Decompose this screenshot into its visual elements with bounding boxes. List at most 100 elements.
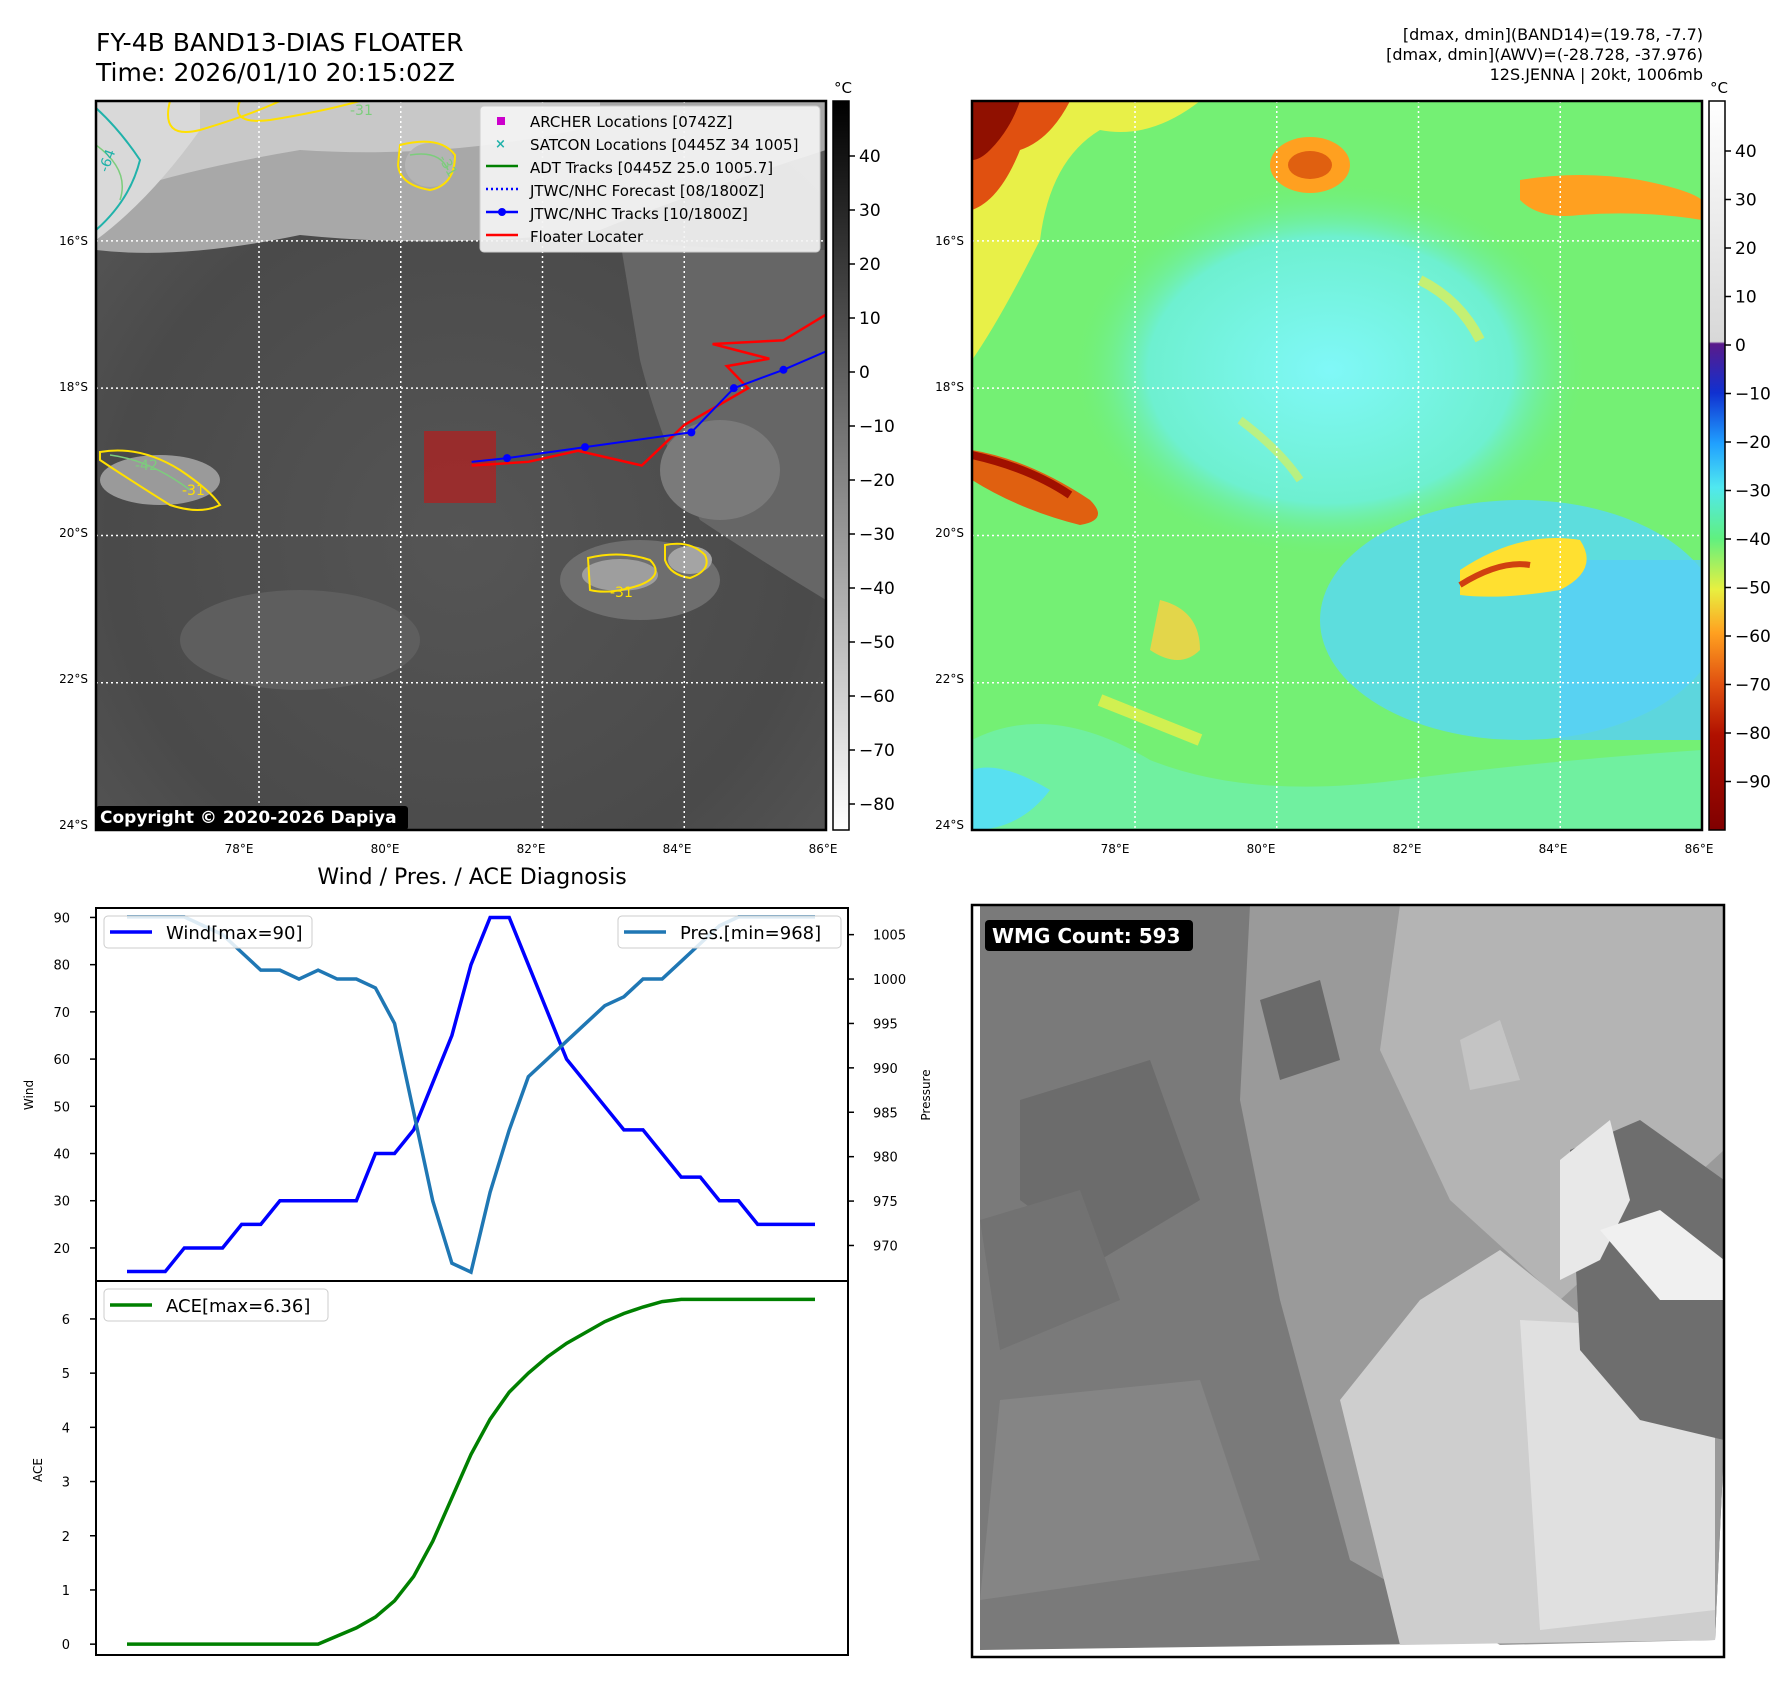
colorbar-tick-label: 40 (1735, 142, 1757, 162)
axis-tick-label: 40 (53, 1148, 70, 1163)
axis-tick-label: 995 (873, 1017, 898, 1032)
lon-label: 80°E (1247, 842, 1276, 856)
legend-label: JTWC/NHC Forecast [08/1800Z] (529, 182, 764, 200)
jtwc-track-point (779, 365, 788, 374)
axis-tick-label: 1 (62, 1584, 70, 1599)
band14-range: [dmax, dmin](BAND14)=(19.78, -7.7) (1403, 25, 1703, 44)
lon-label: 82°E (1393, 842, 1422, 856)
ir-map-panel: -64 -31 -31 -42 -31 -31 Copyright © 2020… (94, 99, 828, 832)
colorbar-tick-label: 0 (1735, 336, 1746, 356)
lon-label: 86°E (1685, 842, 1714, 856)
satcon-marker-icon: × (495, 137, 506, 152)
lat-label: 24°S (935, 818, 964, 832)
lon-label: 80°E (371, 842, 400, 856)
contour-label: -31 (610, 585, 633, 601)
pressure-legend: Pres.[min=968] (617, 915, 842, 949)
legend-label: ADT Tracks [0445Z 25.0 1005.7] (530, 159, 773, 177)
colorbar-tick-label: −10 (1735, 385, 1771, 405)
ir-lon-labels: 78°E 80°E 82°E 84°E 86°E (225, 842, 838, 856)
ace-axis-label: ACE (31, 1458, 45, 1482)
colorbar-tick-label: 40 (859, 147, 881, 167)
lat-label: 22°S (935, 672, 964, 686)
ace-legend-label: ACE[max=6.36] (166, 1296, 310, 1317)
axis-tick-label: 3 (62, 1476, 70, 1491)
lat-label: 18°S (59, 380, 88, 394)
color-lon-labels: 78°E 80°E 82°E 84°E 86°E (1101, 842, 1714, 856)
legend-label: JTWC/NHC Tracks [10/1800Z] (529, 205, 748, 223)
color-colorbar: °C 40 30 20 10 0 −10 −20 −30 −40 −50 −60 −70 −80 −90 (1708, 79, 1771, 831)
pressure-legend-label: Pres.[min=968] (680, 923, 821, 944)
lat-label: 20°S (935, 526, 964, 540)
contour-label: -64 (96, 147, 119, 174)
wind-pressure-panel: 20 30 40 50 60 70 80 90 970 975 980 985 990 995 1000 1… (22, 907, 933, 1282)
archer-marker-icon (497, 117, 505, 125)
axis-tick-label: 1005 (873, 929, 906, 944)
colorbar-tick-label: 0 (859, 363, 870, 383)
lon-label: 78°E (225, 842, 254, 856)
wmg-count-label: WMG Count: 593 (992, 924, 1181, 948)
ace-legend: ACE[max=6.36] (103, 1288, 329, 1322)
wind-legend-label: Wind[max=90] (166, 923, 303, 944)
colorbar-tick-label: 20 (1735, 239, 1757, 259)
lat-label: 18°S (935, 380, 964, 394)
colorbar-tick-label: −30 (859, 525, 895, 545)
wind-series-line (127, 915, 815, 1274)
axis-tick-label: 0 (62, 1638, 70, 1653)
jtwc-track-point (729, 384, 738, 393)
ace-series-line (127, 1297, 815, 1646)
axis-tick-label: 970 (873, 1239, 898, 1254)
wmg-panel: WMG Count: 593 (970, 903, 1726, 1659)
colorbar-unit: °C (834, 79, 852, 97)
jtwc-track-point (581, 443, 590, 452)
colorbar-tick-label: −50 (859, 633, 895, 653)
colorbar-tick-label: 10 (1735, 288, 1757, 308)
colorbar-unit: °C (1710, 79, 1728, 97)
axis-tick-label: 5 (62, 1367, 70, 1382)
track-legend: × ARCHER Locations [0742Z] SATCON Locati… (479, 105, 821, 253)
jtwc-track-point (687, 428, 696, 437)
axis-tick-label: 975 (873, 1195, 898, 1210)
colorbar-tick-label: 30 (1735, 191, 1757, 211)
wind-legend: Wind[max=90] (103, 915, 313, 949)
lat-label: 24°S (59, 818, 88, 832)
color-map-frame (970, 99, 1704, 832)
axis-tick-label: 70 (53, 1006, 70, 1021)
colorbar-tick-label: −80 (859, 795, 895, 815)
colorbar-tick-label: −80 (1735, 724, 1771, 744)
lat-label: 20°S (59, 526, 88, 540)
colorbar-tick-label: −20 (1735, 433, 1771, 453)
color-lat-labels: 16°S 18°S 20°S 22°S 24°S (935, 234, 964, 832)
figure-time: Time: 2026/01/10 20:15:02Z (95, 58, 455, 87)
colorbar-tick-label: −40 (859, 579, 895, 599)
axis-tick-label: 6 (62, 1313, 70, 1328)
lon-label: 84°E (663, 842, 692, 856)
floater-box (424, 431, 496, 503)
pressure-axis-label: Pressure (919, 1069, 933, 1120)
lat-label: 22°S (59, 672, 88, 686)
colorbar-tick-label: −70 (859, 741, 895, 761)
ace-panel: 0 1 2 3 4 5 6 ACE ACE[max=6.36] (31, 1280, 849, 1656)
ir-lat-labels: 16°S 18°S 20°S 22°S 24°S (59, 234, 88, 832)
figure-title: FY-4B BAND13-DIAS FLOATER (96, 28, 464, 57)
awv-range: [dmax, dmin](AWV)=(-28.728, -37.976) (1386, 45, 1703, 64)
colorbar-tick-label: −30 (1735, 482, 1771, 502)
contour-label: -31 (182, 483, 205, 499)
axis-tick-label: 30 (53, 1195, 70, 1210)
lon-label: 82°E (517, 842, 546, 856)
axis-tick-label: 50 (53, 1100, 70, 1115)
axis-tick-label: 985 (873, 1106, 898, 1121)
contour-label: -42 (135, 458, 158, 474)
axis-tick-label: 20 (53, 1242, 70, 1257)
diagnosis-title: Wind / Pres. / ACE Diagnosis (317, 865, 626, 890)
axis-tick-label: 1000 (873, 973, 906, 988)
lat-label: 16°S (935, 234, 964, 248)
axis-tick-label: 4 (62, 1421, 70, 1436)
color-map-panel (970, 99, 1704, 832)
colorbar-tick-label: −60 (859, 687, 895, 707)
floater-track-line (471, 313, 826, 467)
colorbar-tick-label: 10 (859, 309, 881, 329)
colorbar-tick-label: −40 (1735, 530, 1771, 550)
colorbar-tick-label: −90 (1735, 773, 1771, 793)
colorbar-tick-label: 20 (859, 255, 881, 275)
